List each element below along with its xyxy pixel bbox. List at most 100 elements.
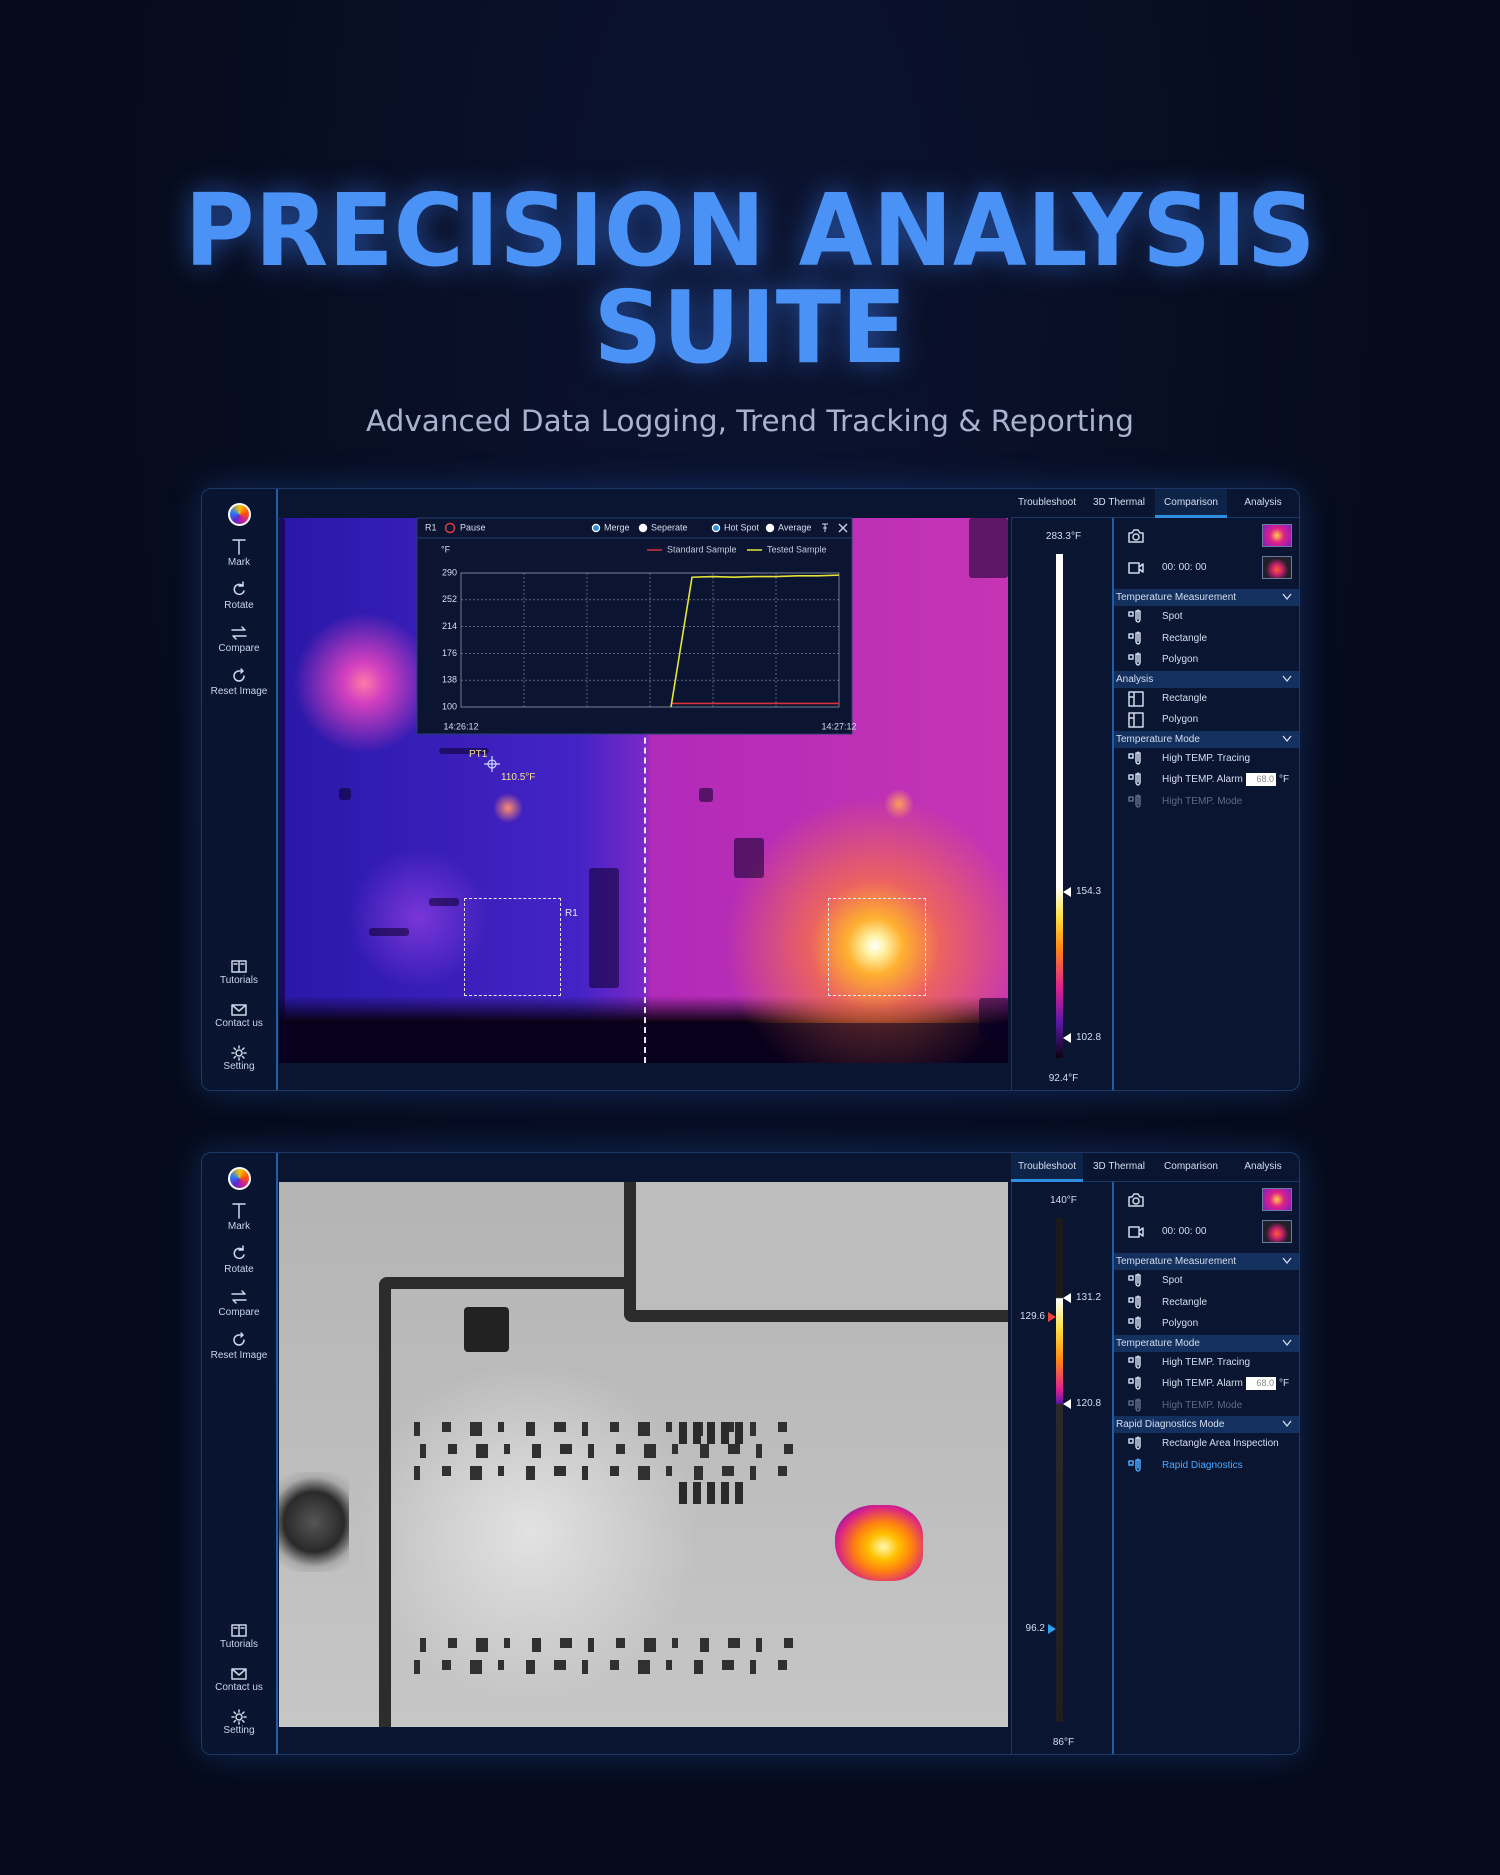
component	[414, 1422, 420, 1436]
component	[470, 1660, 482, 1674]
tab[interactable]: Analysis	[1244, 497, 1282, 508]
component	[470, 1466, 482, 1480]
menu-item[interactable]: Spot	[1114, 1270, 1299, 1292]
menu-item[interactable]: High TEMP. Tracing	[1114, 1352, 1299, 1374]
marker-shape	[1063, 887, 1071, 897]
board-feature	[589, 868, 619, 988]
tab[interactable]: Comparison	[1164, 1161, 1218, 1172]
section-title: Temperature Mode	[1116, 733, 1200, 745]
icon	[1128, 1397, 1141, 1412]
marker-label: 102.8	[1076, 1032, 1102, 1043]
icon-shape	[233, 1245, 245, 1260]
section-header[interactable]: Analysis	[1114, 670, 1299, 688]
tool-label[interactable]: Tutorials	[220, 1639, 258, 1650]
tool-label[interactable]: Reset Image	[210, 686, 268, 697]
icon	[1128, 1273, 1141, 1287]
menu-item[interactable]: High TEMP. Alarm 68.0 °F	[1114, 769, 1299, 791]
tool-label[interactable]: Tutorials	[220, 975, 258, 986]
legend-label: Standard Sample	[667, 544, 737, 554]
tool-label[interactable]: Mark	[227, 1221, 251, 1232]
component	[532, 1444, 541, 1458]
palette-bar	[1056, 554, 1063, 1058]
radio	[591, 523, 601, 533]
sidebar: Mark Rotate Compare Reset Image Tutorials Con…	[202, 489, 278, 1090]
board-feature	[279, 518, 285, 1063]
section-header[interactable]: Temperature Mode	[1114, 730, 1299, 748]
tool-label[interactable]: Setting	[223, 1061, 255, 1072]
tab[interactable]: 3D Thermal	[1092, 1161, 1146, 1172]
icon-shape	[1128, 1193, 1144, 1207]
menu-item[interactable]: Spot	[1114, 606, 1299, 628]
menu-item[interactable]: High TEMP. Alarm 68.0 °F	[1114, 1373, 1299, 1395]
component	[554, 1466, 566, 1476]
icon	[231, 626, 247, 640]
menu-item[interactable]: High TEMP. Mode	[1114, 1395, 1299, 1417]
component	[750, 1466, 756, 1480]
icon-shape	[231, 1668, 247, 1680]
radio-label: Merge	[604, 522, 630, 532]
section-header[interactable]: Temperature Mode	[1114, 1334, 1299, 1352]
menu-item[interactable]: Polygon	[1114, 709, 1299, 731]
y-tick-label: 290	[442, 567, 457, 577]
section-header[interactable]: Temperature Measurement	[1114, 1253, 1299, 1270]
icon	[1128, 1294, 1141, 1309]
menu-item[interactable]: Rectangle	[1114, 688, 1299, 710]
component	[778, 1422, 787, 1432]
icon	[1128, 609, 1141, 623]
tab[interactable]: Analysis	[1244, 1161, 1282, 1172]
menu-item[interactable]: High TEMP. Mode	[1114, 791, 1299, 813]
icon	[1128, 1436, 1141, 1450]
tab[interactable]: Troubleshoot	[1011, 1153, 1083, 1182]
region-label: R1	[565, 908, 578, 919]
component	[700, 1638, 709, 1652]
marker-label: 131.2	[1076, 1292, 1102, 1303]
marker-label: 120.8	[1076, 1398, 1102, 1409]
icon-shape	[232, 1203, 246, 1219]
component	[504, 1444, 510, 1454]
menu-item[interactable]: Rectangle Area Inspection	[1114, 1433, 1299, 1455]
tool-label[interactable]: Compare	[218, 643, 260, 654]
tab[interactable]: Comparison	[1155, 489, 1227, 518]
marker-arrow	[1063, 1033, 1071, 1043]
y-tick-label: 176	[442, 648, 457, 658]
menu-item[interactable]: Rectangle	[1114, 628, 1299, 650]
component	[554, 1422, 566, 1432]
app-window: Mark Rotate Compare Reset Image Tutorials Con…	[201, 1152, 1300, 1755]
component	[582, 1660, 588, 1674]
tool-label[interactable]: Contact us	[215, 1018, 263, 1029]
item-label: High TEMP. Alarm	[1162, 774, 1243, 785]
component	[735, 1422, 743, 1444]
tool-label[interactable]: Contact us	[215, 1682, 263, 1693]
tool-label[interactable]: Mark	[227, 557, 251, 568]
scale-min: 86°F	[1052, 1737, 1075, 1748]
menu-item[interactable]: High TEMP. Tracing	[1114, 748, 1299, 770]
chip	[464, 1307, 509, 1352]
tool-label[interactable]: Compare	[218, 1307, 260, 1318]
tab[interactable]: Troubleshoot	[1018, 497, 1076, 508]
section-header[interactable]: Temperature Measurement	[1114, 589, 1299, 606]
item-label: Polygon	[1162, 1318, 1199, 1329]
thumbnail	[1262, 524, 1292, 547]
menu-item[interactable]: Polygon	[1114, 649, 1299, 671]
menu-item[interactable]: Rapid Diagnostics	[1114, 1455, 1299, 1477]
section-header[interactable]: Rapid Diagnostics Mode	[1114, 1416, 1299, 1433]
tool-label[interactable]: Reset Image	[210, 1350, 268, 1361]
component	[638, 1422, 650, 1436]
app-window: Mark Rotate Compare Reset Image Tutorials Con…	[201, 488, 1300, 1091]
scale-min: 92.4°F	[1048, 1073, 1079, 1084]
alarm-input[interactable]: 68.0	[1246, 1377, 1276, 1390]
tab[interactable]: 3D Thermal	[1092, 497, 1146, 508]
alarm-input[interactable]: 68.0	[1246, 773, 1276, 786]
x-tick-label: 14:26:12	[443, 721, 478, 731]
menu-item[interactable]: Polygon	[1114, 1313, 1299, 1335]
icon	[1128, 1226, 1144, 1238]
component	[784, 1638, 793, 1648]
tool-label[interactable]: Rotate	[224, 600, 254, 611]
menu-item[interactable]: Rectangle	[1114, 1292, 1299, 1314]
tool-label[interactable]: Rotate	[224, 1264, 254, 1275]
component	[526, 1466, 535, 1480]
crosshair-shape	[484, 756, 500, 772]
tool-label[interactable]: Setting	[223, 1725, 255, 1736]
icon-shape	[1128, 1294, 1141, 1309]
component	[498, 1660, 504, 1670]
